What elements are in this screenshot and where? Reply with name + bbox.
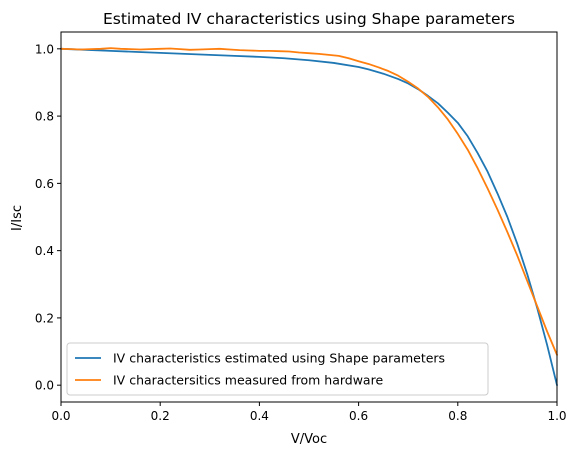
chart-title: Estimated IV characteristics using Shape… (103, 10, 515, 28)
y-tick-label: 1.0 (35, 42, 54, 56)
legend-items: IV characteristics estimated using Shape… (75, 351, 445, 388)
x-tick-label: 0.6 (349, 409, 368, 423)
legend-box (66, 342, 489, 396)
series-line-2 (60, 47, 558, 356)
y-tick-label: 0.0 (35, 379, 54, 393)
x-axis-ticks: 0.0 0.2 0.4 0.6 0.8 1.0 (51, 402, 567, 423)
y-tick-label: 0.8 (35, 110, 54, 124)
series-layer (60, 47, 558, 387)
x-tick-label: 0.4 (250, 409, 269, 423)
series-line-1 (60, 47, 558, 387)
x-tick-label: 1.0 (547, 409, 566, 423)
y-tick-label: 0.4 (35, 244, 54, 258)
legend: IV characteristics estimated using Shape… (66, 342, 489, 396)
legend-label: IV charactersitics measured from hardwar… (113, 373, 383, 388)
plot-frame (60, 31, 558, 403)
y-tick-label: 0.2 (35, 311, 54, 325)
y-axis-label: I/Isc (10, 205, 25, 231)
x-tick-label: 0.0 (51, 409, 70, 423)
y-axis-ticks: 0.0 0.2 0.4 0.6 0.8 1.0 (35, 42, 61, 393)
x-tick-label: 0.8 (448, 409, 467, 423)
plot-area (60, 31, 558, 403)
legend-label: IV characteristics estimated using Shape… (113, 351, 445, 366)
x-tick-label: 0.2 (151, 409, 170, 423)
y-tick-label: 0.6 (35, 177, 54, 191)
x-axis-label: V/Voc (291, 432, 327, 447)
